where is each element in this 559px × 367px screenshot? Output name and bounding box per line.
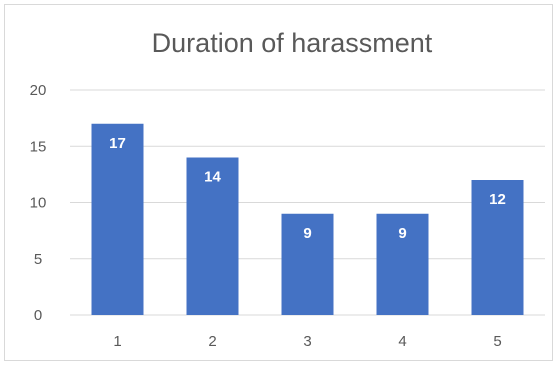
y-tick-label: 15: [30, 138, 47, 155]
data-label: 17: [109, 135, 126, 152]
data-labels: 17 14 9 9 12: [109, 135, 506, 242]
y-axis: 0 5 10 15 20: [30, 82, 47, 324]
bar: [281, 213, 334, 315]
y-tick-label: 10: [30, 195, 47, 212]
bars: [91, 123, 524, 315]
bar: [376, 213, 429, 315]
data-label: 12: [489, 191, 506, 208]
x-tick-label: 3: [303, 333, 311, 350]
bar: [471, 180, 524, 315]
data-label: 14: [204, 169, 221, 186]
chart-title: Duration of harassment: [152, 28, 433, 58]
bar: [186, 157, 239, 315]
x-axis: 1 2 3 4 5: [113, 333, 501, 350]
y-tick-label: 5: [34, 251, 42, 268]
x-tick-label: 2: [208, 333, 216, 350]
x-tick-label: 1: [113, 333, 121, 350]
bar: [91, 123, 144, 315]
data-label: 9: [303, 225, 311, 242]
x-tick-label: 5: [493, 333, 501, 350]
x-tick-label: 4: [398, 333, 406, 350]
data-label: 9: [398, 225, 406, 242]
y-tick-label: 20: [30, 82, 47, 99]
y-tick-label: 0: [34, 307, 42, 324]
